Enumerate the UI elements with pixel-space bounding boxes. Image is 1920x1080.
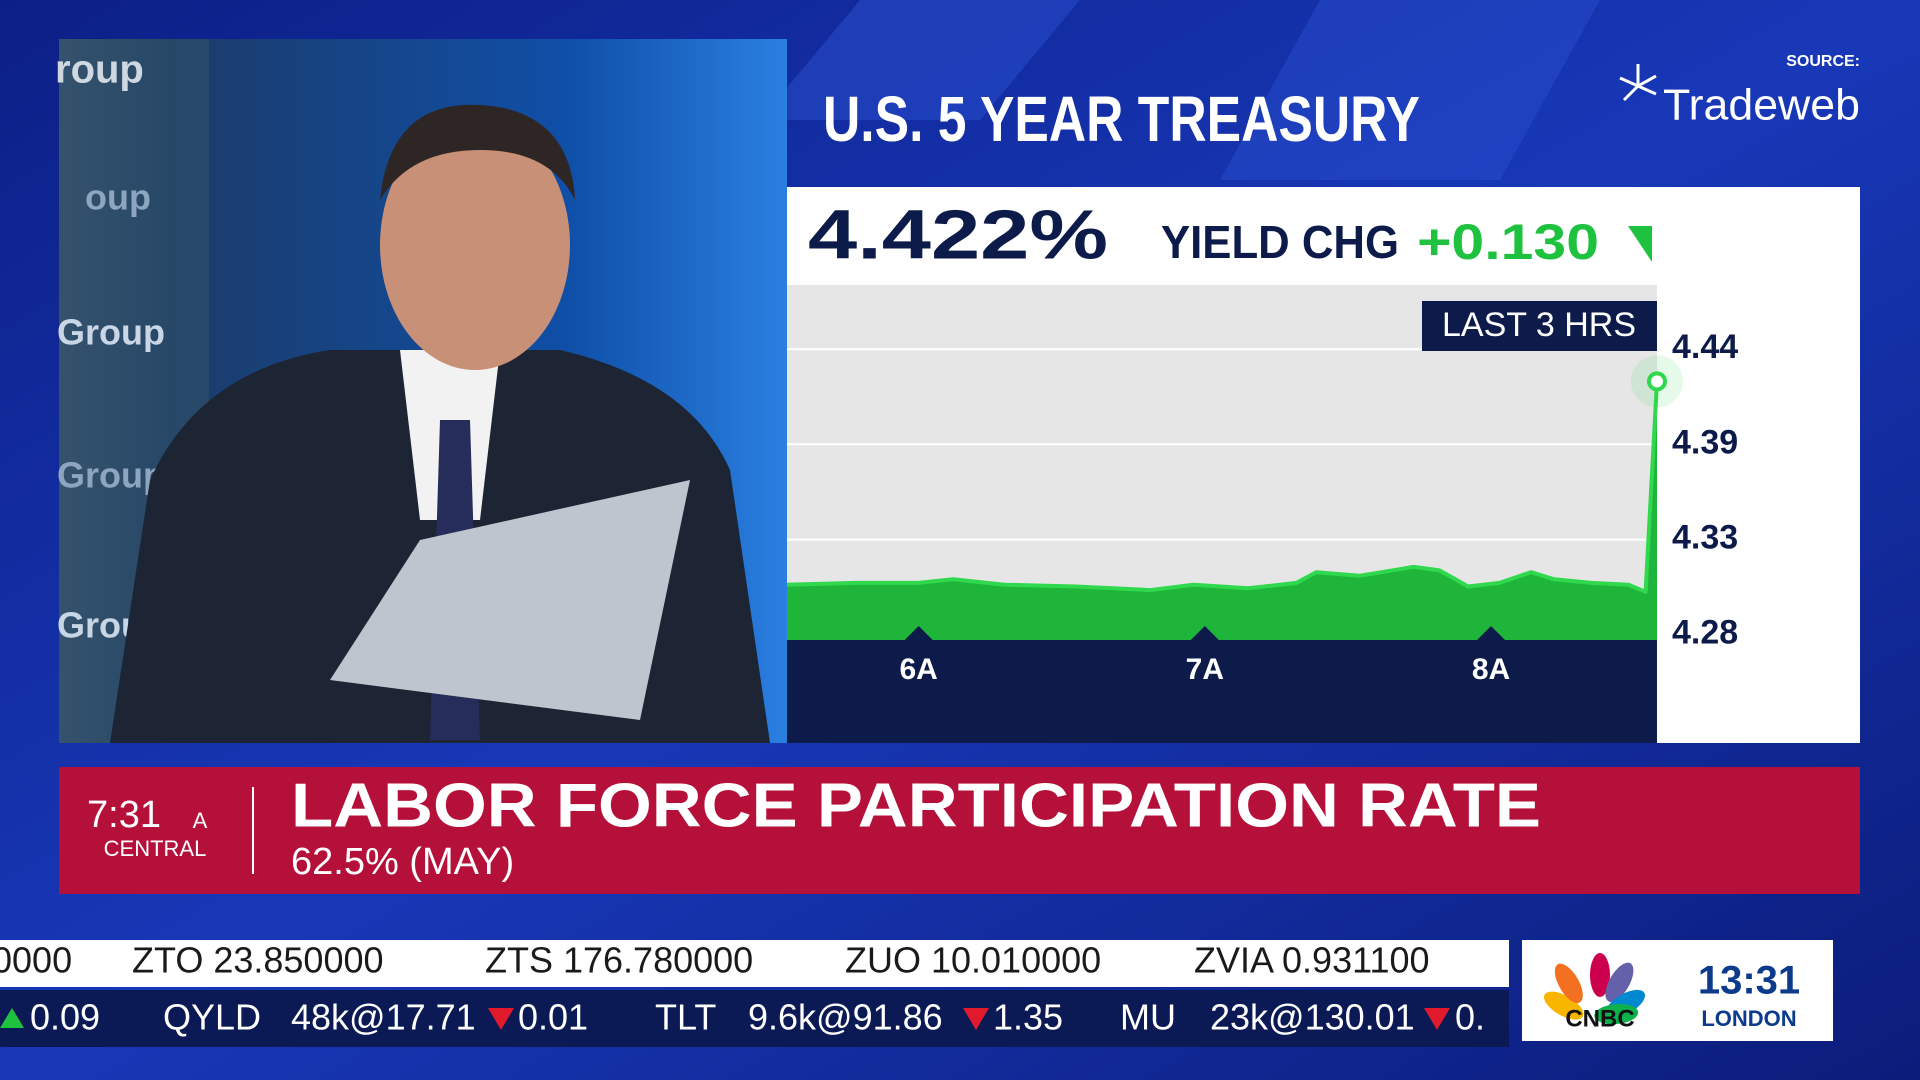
chart: 4.28 4.33 4.39 4.44 6A 7A 8A bbox=[786, 328, 1738, 686]
down-arrow bbox=[963, 1008, 989, 1030]
x-tick-mark bbox=[904, 626, 933, 640]
x-tick-label: 8A bbox=[1472, 653, 1510, 686]
ticker-item: 48k@17.71 bbox=[291, 997, 476, 1038]
ticker-item: ZTO 23.850000 bbox=[132, 940, 384, 981]
clock-time: 13:31 bbox=[1698, 959, 1800, 1003]
x-axis-band bbox=[787, 640, 1657, 743]
x-tick-label: 7A bbox=[1186, 653, 1224, 686]
bg-facet bbox=[1220, 0, 1600, 180]
ticker-bottom bbox=[0, 990, 1509, 1047]
change-value: +0.130 bbox=[1417, 214, 1599, 270]
presenter-hair bbox=[380, 104, 575, 200]
change-label: YIELD CHG bbox=[1161, 216, 1399, 268]
annotation-box bbox=[1422, 301, 1657, 351]
down-arrow bbox=[1424, 1008, 1450, 1030]
y-tick-label: 4.39 bbox=[1672, 423, 1738, 461]
quote-value: 4.422% bbox=[808, 195, 1108, 273]
series-line bbox=[786, 381, 1659, 594]
backdrop-label: oup bbox=[85, 177, 151, 218]
x-tick-label: 6A bbox=[899, 653, 937, 686]
paper bbox=[330, 480, 690, 720]
y-tick-label: 4.33 bbox=[1672, 519, 1738, 557]
ticker-item: 0.01 bbox=[518, 997, 588, 1038]
presenter-head bbox=[380, 120, 570, 370]
time: 7:31 bbox=[87, 794, 161, 836]
series-area bbox=[787, 381, 1657, 640]
chart-title: U.S. 5 YEAR TREASURY bbox=[823, 83, 1420, 155]
backdrop-label: roup bbox=[55, 48, 144, 92]
ticker-item: 1.35 bbox=[993, 997, 1063, 1038]
down-arrow bbox=[488, 1008, 514, 1030]
y-axis-area bbox=[1657, 285, 1860, 743]
x-tick-mark bbox=[1190, 626, 1219, 640]
last-point bbox=[1647, 371, 1667, 392]
change-arrow bbox=[1628, 226, 1652, 262]
ticker-top bbox=[0, 940, 1509, 987]
ticker-item: 9.6k@91.86 bbox=[748, 997, 943, 1038]
backdrop-label: Group bbox=[57, 455, 165, 496]
y-tick-label: 4.44 bbox=[1672, 328, 1738, 366]
ticker-item: ZUO 10.010000 bbox=[845, 940, 1101, 981]
source-name: Tradeweb bbox=[1663, 81, 1860, 130]
headline: LABOR FORCE PARTICIPATION RATE bbox=[291, 771, 1541, 840]
source-label: SOURCE: bbox=[1786, 53, 1860, 70]
ticker-text: 0000 ZTO 23.850000 ZTS 176.780000 ZUO 10… bbox=[0, 940, 1485, 1038]
y-tick-label: 4.28 bbox=[1672, 614, 1738, 652]
ticker-item: 0. bbox=[1455, 997, 1485, 1038]
lower-third bbox=[59, 767, 1860, 894]
quote-header bbox=[787, 187, 1860, 285]
ticker-item: TLT bbox=[655, 997, 716, 1038]
ticker-item: MU bbox=[1120, 997, 1176, 1038]
clock-city: LONDON bbox=[1701, 1006, 1796, 1031]
ticker-item: 0000 bbox=[0, 940, 72, 981]
cnbc-brand: CNBC bbox=[1565, 1005, 1634, 1032]
annotation: LAST 3 HRS bbox=[1442, 306, 1636, 344]
bg-facet bbox=[760, 0, 1080, 120]
backdrop-label: Group bbox=[57, 312, 165, 353]
source-logo bbox=[1619, 64, 1657, 102]
cnbc-peacock bbox=[1543, 953, 1646, 1025]
time-zone: CENTRAL bbox=[104, 836, 207, 861]
ticker-item: 0.09 bbox=[30, 997, 100, 1038]
ticker-item: 23k@130.01 bbox=[1210, 997, 1415, 1038]
ticker-item: QYLD bbox=[163, 997, 261, 1038]
headline-detail: 62.5% (MAY) bbox=[291, 841, 514, 883]
ticker-item: ZVIA 0.931100 bbox=[1194, 940, 1430, 981]
up-arrow bbox=[0, 1008, 24, 1028]
ticker-item: ZTS 176.780000 bbox=[485, 940, 753, 981]
meridiem: A bbox=[193, 808, 208, 833]
x-tick-mark bbox=[1477, 626, 1506, 640]
